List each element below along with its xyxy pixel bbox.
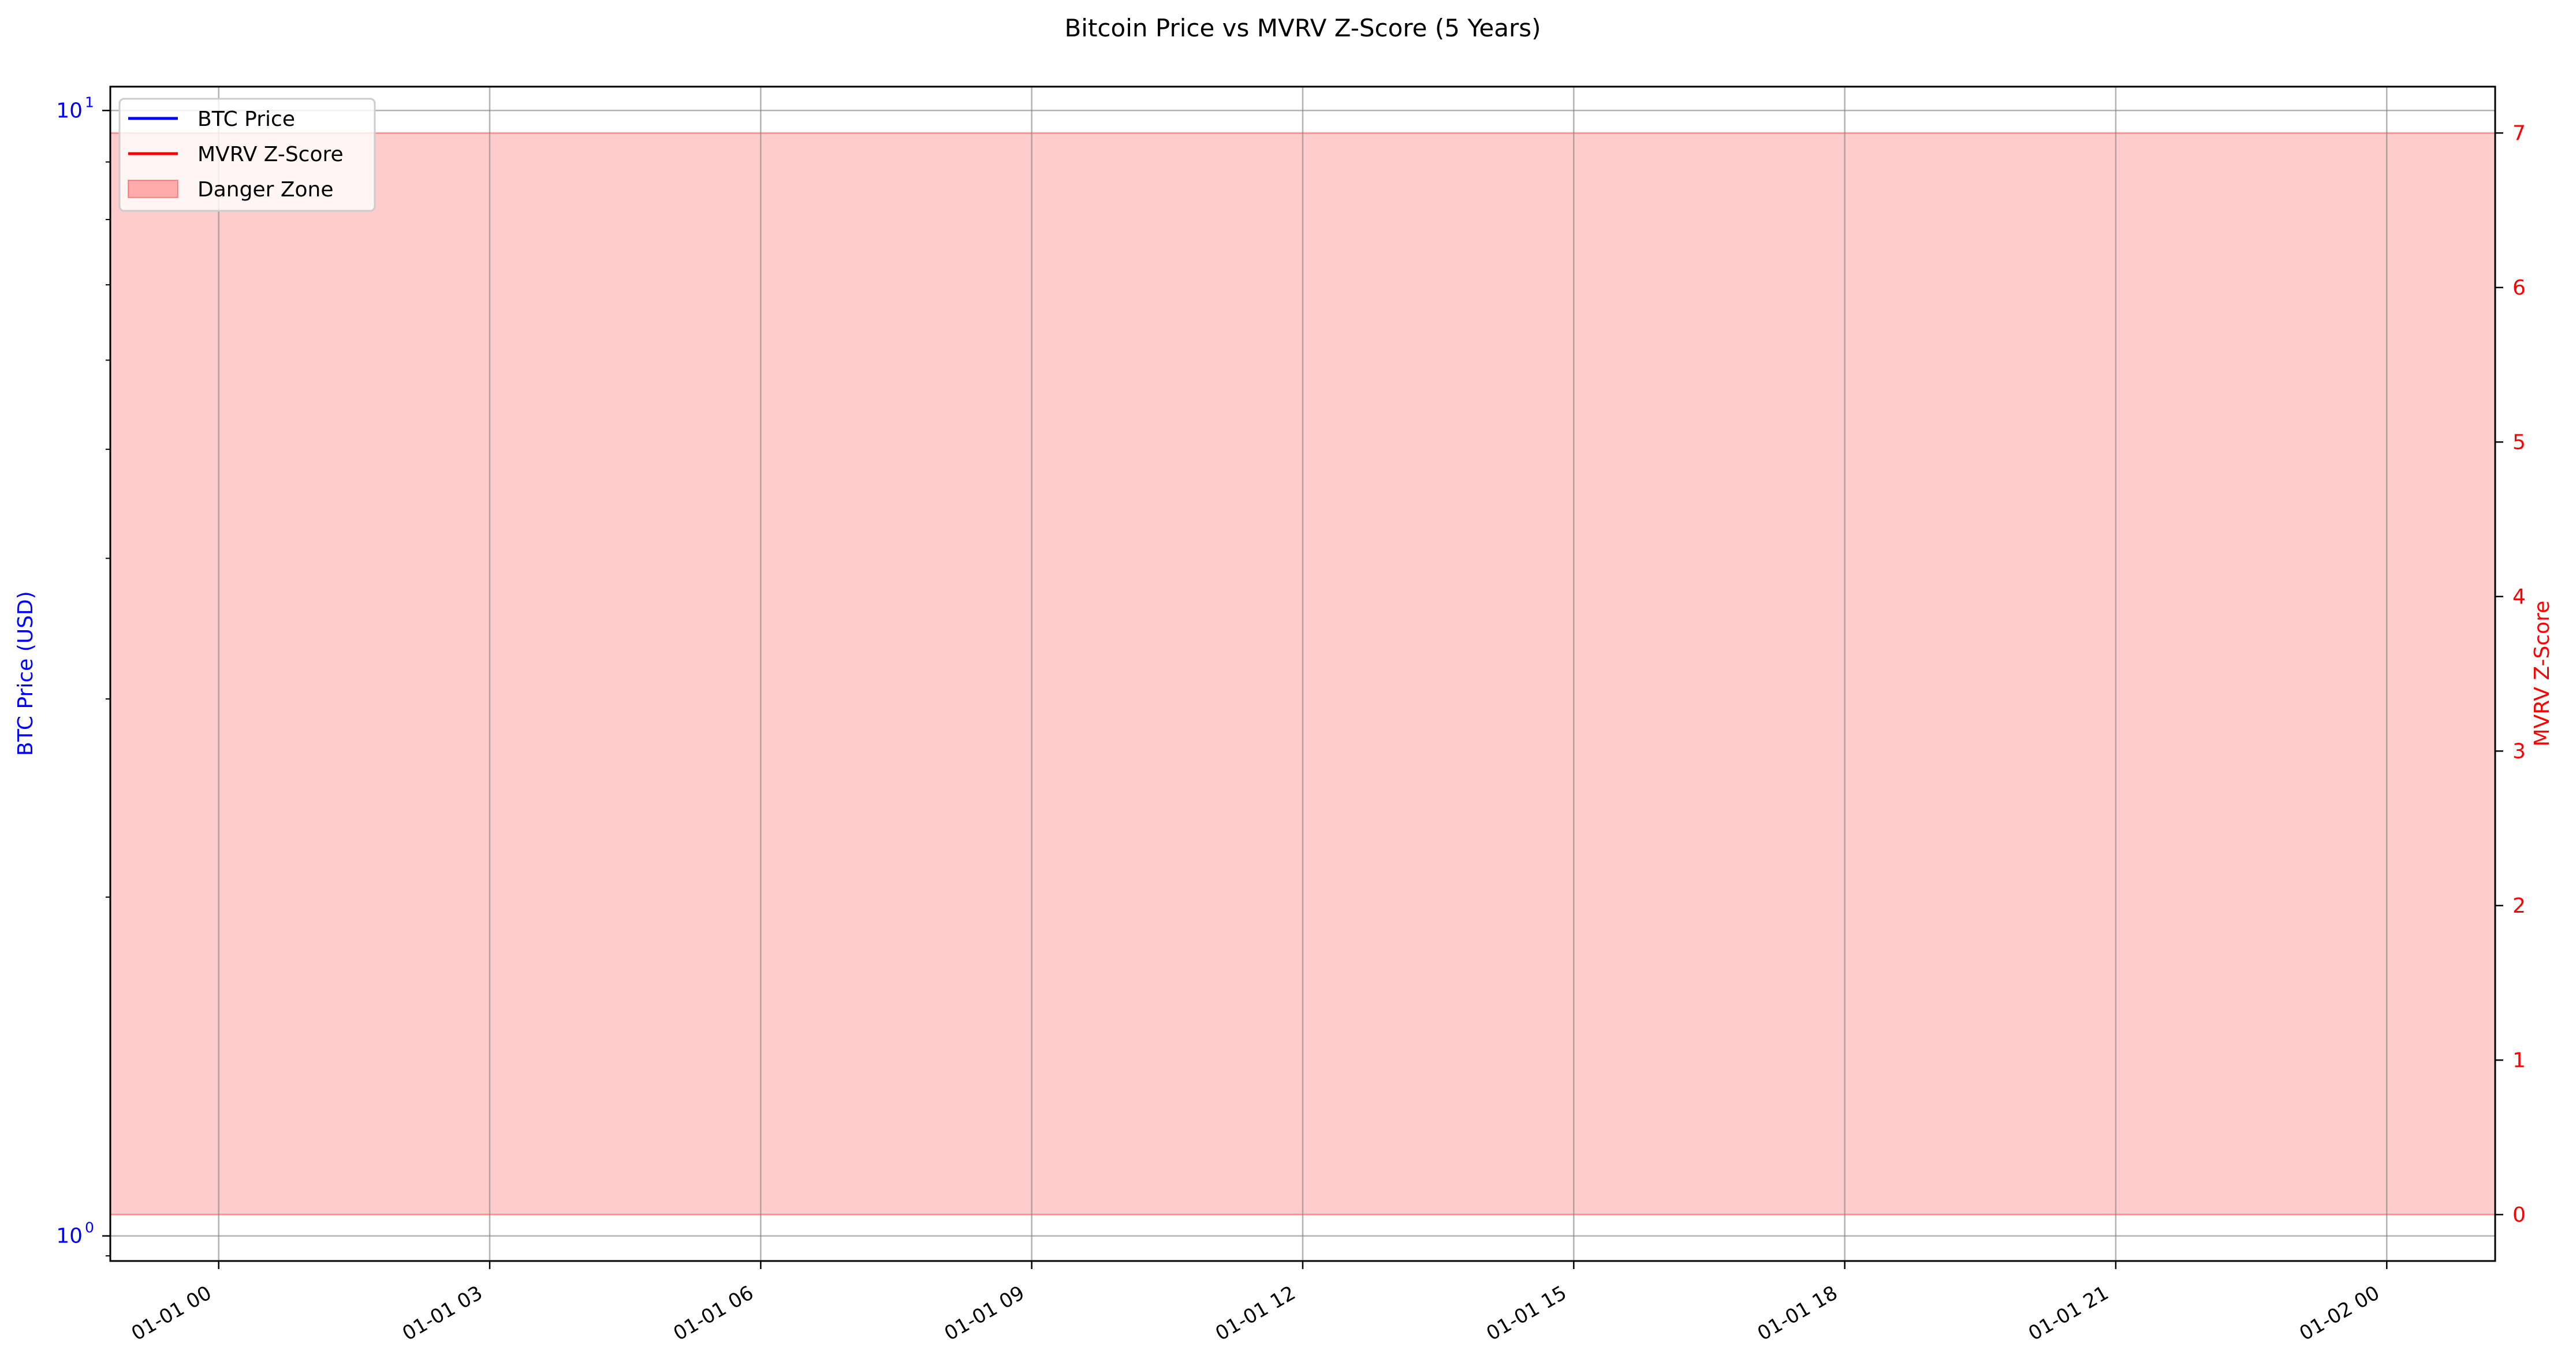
legend-box: [118, 98, 376, 212]
left-y-tick-label-exponent: 1: [85, 94, 94, 110]
right-y-tick-label: 1: [2512, 1048, 2526, 1072]
legend-entries: BTC Price MVRV Z-Score Danger Zone: [128, 107, 344, 202]
right-y-axis-ticks: 0 1 2 3 4 5 6 7: [2495, 121, 2526, 1227]
right-y-tick-label: 4: [2512, 585, 2526, 609]
right-y-tick-label: 0: [2512, 1203, 2526, 1227]
left-y-tick-label: 10: [56, 99, 83, 122]
legend-label-danger-zone: Danger Zone: [197, 178, 334, 202]
left-y-tick-label-exponent: 0: [85, 1219, 94, 1236]
right-y-tick-label: 2: [2512, 894, 2526, 918]
legend: BTC Price MVRV Z-Score Danger Zone: [118, 98, 376, 212]
chart-title: Bitcoin Price vs MVRV Z-Score (5 Years): [1064, 14, 1541, 42]
legend-label-mvrv-z-score: MVRV Z-Score: [197, 143, 344, 166]
legend-label-btc-price: BTC Price: [197, 107, 295, 131]
right-y-axis-label: MVRV Z-Score: [2530, 601, 2554, 747]
right-y-tick-label: 5: [2512, 430, 2526, 454]
left-y-tick-label: 10: [56, 1225, 83, 1248]
left-y-axis-label: BTC Price (USD): [14, 591, 38, 756]
right-y-tick-label: 7: [2512, 121, 2526, 145]
legend-swatch-danger-zone: [128, 180, 178, 198]
right-y-tick-label: 6: [2512, 276, 2526, 300]
grid-layer: [110, 87, 2495, 1261]
right-y-tick-label: 3: [2512, 739, 2526, 763]
